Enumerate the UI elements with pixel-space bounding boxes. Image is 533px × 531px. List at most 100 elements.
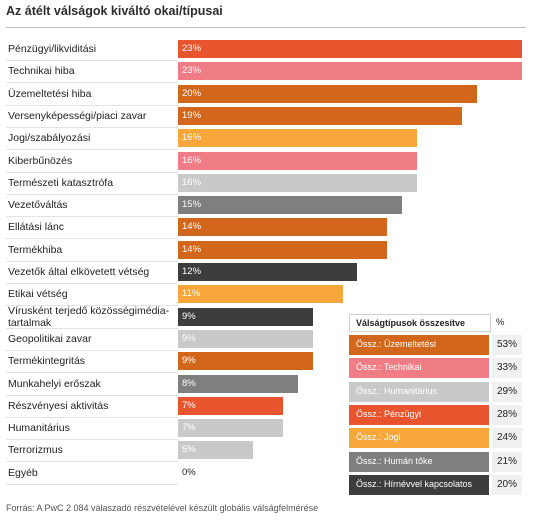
bar: 14% [178, 241, 387, 259]
row-divider [6, 238, 178, 239]
legend-item-value: 20% [496, 479, 517, 490]
bar-value-label: 7% [182, 422, 196, 433]
bar: 9% [178, 352, 313, 370]
row-divider [6, 305, 178, 306]
bar: 8% [178, 375, 298, 393]
legend-item-label: Össz.: Hírnévvel kapcsolatos [356, 479, 473, 489]
legend-item: Össz.: Humán tőke [349, 452, 489, 472]
legend-item-label: Össz.: Jogi [356, 432, 401, 442]
bar-value-label: 16% [182, 155, 202, 166]
bar-value-label: 8% [182, 378, 196, 389]
legend-item: Össz.: Hírnévvel kapcsolatos [349, 475, 489, 495]
legend-item-label: Össz.: Üzemeltetési [356, 339, 437, 349]
row-divider [6, 484, 178, 485]
bar-value-label: 14% [182, 244, 202, 255]
category-label: Egyéb [8, 466, 38, 479]
row-divider [6, 149, 178, 150]
category-label: Jogi/szabályozási [8, 132, 91, 145]
bar: 14% [178, 218, 387, 236]
category-label: Pénzügyi/likviditási [8, 43, 97, 55]
row-divider [6, 350, 178, 351]
legend-item: Össz.: Humanitárius [349, 382, 489, 402]
bar-value-label: 0% [182, 467, 196, 478]
title-divider [6, 27, 526, 28]
row-divider [6, 261, 178, 262]
category-label: Geopolitikai zavar [8, 332, 92, 345]
category-label: Kiberbűnözés [8, 154, 73, 167]
legend-item-percent: 53% [492, 335, 522, 355]
bar-value-label: 9% [182, 333, 196, 344]
legend-item-label: Össz.: Humán tőke [356, 456, 433, 466]
row-divider [6, 82, 178, 83]
bar: 5% [178, 441, 253, 459]
legend-item-value: 28% [496, 409, 517, 420]
category-label: Vezetők által elkövetett vétség [8, 266, 150, 278]
bar-value-label: 12% [182, 266, 202, 277]
legend-title: Válságtípusok összesítve [356, 318, 466, 328]
legend-item: Össz.: Pénzügyi [349, 405, 489, 425]
bar: 16% [178, 174, 417, 192]
category-label: Ellátási lánc [8, 221, 65, 234]
bar: 23% [178, 62, 522, 80]
bar-value-label: 15% [182, 199, 202, 210]
category-label: Etikai vétség [8, 288, 68, 301]
bar: 9% [178, 330, 313, 348]
bar-value-label: 16% [182, 177, 202, 188]
category-label: Humanitárius [8, 422, 70, 435]
row-divider [6, 283, 178, 284]
bar: 7% [178, 419, 283, 437]
row-divider [6, 172, 178, 173]
legend-item-label: Össz.: Humanitárius [356, 386, 438, 396]
bar: 15% [178, 196, 402, 214]
row-divider [6, 417, 178, 418]
bar-value-label: 7% [182, 400, 196, 411]
category-label: Versenyképességi/piaci zavar [8, 109, 147, 122]
category-label: Természeti katasztrófa [8, 176, 114, 189]
legend-header: Válságtípusok összesítve [349, 314, 491, 332]
bar: 9% [178, 308, 313, 326]
bar: 11% [178, 285, 343, 303]
row-divider [6, 127, 178, 128]
bar-value-label: 19% [182, 110, 202, 121]
row-divider [6, 372, 178, 373]
legend-item-percent: 28% [492, 405, 522, 425]
row-divider [6, 439, 178, 440]
row-divider [6, 60, 178, 61]
row-divider [6, 105, 178, 106]
legend-item-value: 24% [496, 432, 517, 443]
bar: 23% [178, 40, 522, 58]
bar: 19% [178, 107, 462, 125]
legend-item-percent: 21% [492, 452, 522, 472]
legend-item-value: 29% [496, 386, 517, 397]
category-label: Üzemeltetési hiba [8, 87, 92, 100]
category-label: Munkahelyi erőszak [8, 377, 101, 390]
category-label: Részvényesi aktivitás [8, 399, 109, 412]
legend-item: Össz.: Üzemeltetési [349, 335, 489, 355]
legend-percent-header: % [496, 317, 505, 328]
category-label: Terrorizmus [8, 444, 63, 457]
category-label: Technikai hiba [8, 65, 75, 78]
legend-item-value: 33% [496, 362, 517, 373]
bar: 7% [178, 397, 283, 415]
legend-item-value: 21% [496, 456, 517, 467]
legend-item-label: Össz.: Pénzügyi [356, 409, 422, 419]
row-divider [6, 216, 178, 217]
bar: 12% [178, 263, 357, 281]
legend-item-percent: 20% [492, 475, 522, 495]
category-label: Vírusként terjedő közösségimédia-tartalm… [8, 304, 170, 329]
source-note: Forrás: A PwC 2 084 válaszadó részvételé… [6, 503, 319, 513]
bar-value-label: 23% [182, 43, 202, 54]
row-divider [6, 194, 178, 195]
bar-value-label: 20% [182, 88, 202, 99]
bar-value-label: 5% [182, 444, 196, 455]
legend-item-label: Össz.: Technikai [356, 362, 422, 372]
bar-value-label: 11% [182, 288, 201, 299]
bar: 16% [178, 129, 417, 147]
category-label: Termékhiba [8, 243, 63, 256]
bar-value-label: 9% [182, 355, 196, 366]
bar-value-label: 23% [182, 65, 202, 76]
legend-item-percent: 33% [492, 358, 522, 378]
category-label: Vezetőváltás [8, 199, 68, 212]
legend-item: Össz.: Technikai [349, 358, 489, 378]
row-divider [6, 395, 178, 396]
